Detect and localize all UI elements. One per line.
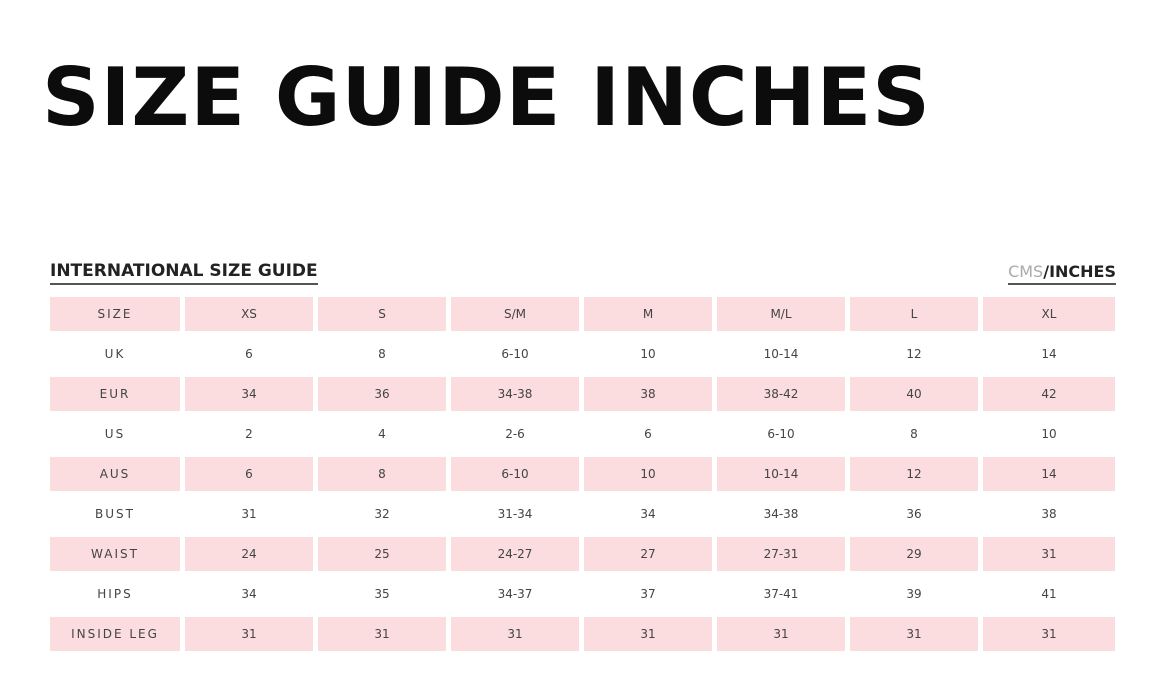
table-cell: 31 xyxy=(584,617,712,651)
table-cell: 27-31 xyxy=(717,537,845,571)
table-cell: 6-10 xyxy=(501,347,529,361)
table-cell: 6 xyxy=(245,347,253,361)
table-cell: 14 xyxy=(983,457,1115,491)
table-cell: 31 xyxy=(451,617,579,651)
column-header: L xyxy=(850,297,978,331)
table-cell: 12 xyxy=(906,347,922,361)
table-cell: 36 xyxy=(906,507,922,521)
table-cell: 31-34 xyxy=(497,507,533,521)
row-label: AUS xyxy=(50,457,180,491)
table-cell: 8 xyxy=(318,457,446,491)
table-cell: 40 xyxy=(850,377,978,411)
table-cell: 36 xyxy=(318,377,446,411)
table-cell: 34-37 xyxy=(497,587,533,601)
table-cell: 38 xyxy=(1041,507,1057,521)
row-label: INSIDE LEG xyxy=(50,617,180,651)
table-cell: 31 xyxy=(983,537,1115,571)
table-cell: 31 xyxy=(185,617,313,651)
table-cell: 2 xyxy=(245,427,253,441)
table-cell: 6 xyxy=(644,427,652,441)
table-cell: 24-27 xyxy=(451,537,579,571)
table-cell: 2-6 xyxy=(505,427,525,441)
page-title: SIZE GUIDE INCHES xyxy=(42,51,931,144)
table-cell: 31 xyxy=(241,507,257,521)
table-cell: 37 xyxy=(640,587,656,601)
unit-toggle: CMS/INCHES xyxy=(1008,262,1116,285)
table-cell: 37-41 xyxy=(763,587,799,601)
table-cell: 4 xyxy=(378,427,386,441)
table-cell: 6-10 xyxy=(451,457,579,491)
unit-cms-link[interactable]: CMS xyxy=(1008,262,1044,281)
table-cell: 31 xyxy=(318,617,446,651)
table-cell: 38 xyxy=(584,377,712,411)
section-title: INTERNATIONAL SIZE GUIDE xyxy=(50,261,318,285)
table-cell: 24 xyxy=(185,537,313,571)
row-label: WAIST xyxy=(50,537,180,571)
unit-inches-link[interactable]: INCHES xyxy=(1049,262,1116,281)
table-cell: 12 xyxy=(850,457,978,491)
table-cell: 34 xyxy=(185,377,313,411)
table-cell: 34-38 xyxy=(451,377,579,411)
row-label: EUR xyxy=(50,377,180,411)
table-cell: 8 xyxy=(910,427,918,441)
table-cell: 10-14 xyxy=(763,347,799,361)
row-label: US xyxy=(104,427,126,441)
table-cell: 14 xyxy=(1041,347,1057,361)
column-header: XS xyxy=(185,297,313,331)
column-header: XL xyxy=(983,297,1115,331)
table-cell: 27 xyxy=(584,537,712,571)
column-header: S/M xyxy=(451,297,579,331)
table-cell: 34 xyxy=(640,507,656,521)
table-cell: 29 xyxy=(850,537,978,571)
table-cell: 34 xyxy=(241,587,257,601)
row-label: SIZE xyxy=(50,297,180,331)
table-cell: 38-42 xyxy=(717,377,845,411)
unit-separator: / xyxy=(1043,262,1050,281)
table-cell: 35 xyxy=(374,587,390,601)
row-label: UK xyxy=(104,347,126,361)
table-cell: 31 xyxy=(983,617,1115,651)
table-cell: 6-10 xyxy=(767,427,795,441)
table-cell: 10 xyxy=(584,457,712,491)
row-label: BUST xyxy=(95,507,135,521)
row-label: HIPS xyxy=(97,587,133,601)
table-cell: 25 xyxy=(318,537,446,571)
table-cell: 10-14 xyxy=(717,457,845,491)
size-table: SIZE XS S S/M M M/L L XL UK 6 8 6-10 10 10-14 12 14 EUR 3… xyxy=(50,297,1115,651)
table-cell: 31 xyxy=(850,617,978,651)
table-cell: 42 xyxy=(983,377,1115,411)
table-cell: 6 xyxy=(185,457,313,491)
table-cell: 39 xyxy=(906,587,922,601)
column-header: M xyxy=(584,297,712,331)
table-cell: 10 xyxy=(640,347,656,361)
table-cell: 8 xyxy=(378,347,386,361)
table-cell: 31 xyxy=(717,617,845,651)
table-cell: 34-38 xyxy=(763,507,799,521)
column-header: S xyxy=(318,297,446,331)
table-cell: 32 xyxy=(374,507,390,521)
table-cell: 41 xyxy=(1041,587,1057,601)
column-header: M/L xyxy=(717,297,845,331)
table-cell: 10 xyxy=(1041,427,1057,441)
